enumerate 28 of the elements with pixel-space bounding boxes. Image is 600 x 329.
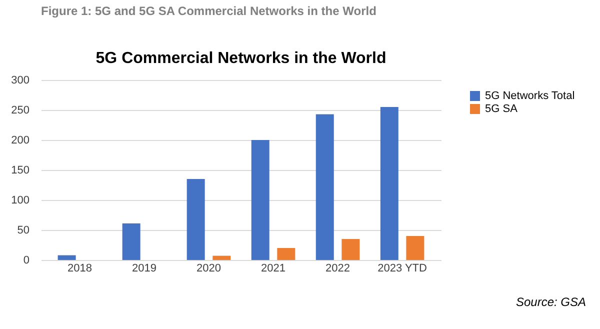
y-tick-label: 50 — [17, 224, 30, 236]
bar — [122, 223, 140, 260]
x-tick-label: 2020 — [196, 262, 221, 274]
x-tick-label: 2022 — [326, 262, 350, 274]
y-tick-label: 200 — [11, 134, 30, 146]
bar — [342, 239, 360, 260]
x-tick-label: 2019 — [132, 262, 156, 274]
y-tick-label: 100 — [11, 194, 30, 206]
x-tick-label: 2021 — [261, 262, 286, 274]
bar — [186, 179, 205, 260]
bar — [277, 248, 296, 260]
x-tick-label: 2018 — [67, 262, 92, 274]
y-tick-label: 150 — [11, 164, 30, 176]
legend-label: 5G Networks Total — [485, 90, 575, 102]
bar — [406, 236, 424, 260]
bar — [380, 107, 398, 260]
legend-label: 5G SA — [485, 103, 518, 115]
bar — [251, 140, 270, 260]
x-tick-label: 2023 YTD — [378, 262, 428, 274]
bar — [316, 114, 334, 260]
y-tick-label: 0 — [23, 254, 30, 266]
y-tick-label: 250 — [11, 104, 30, 116]
source-note: Source: GSA — [516, 295, 586, 309]
bar — [58, 255, 76, 260]
bar — [212, 256, 231, 260]
y-tick-label: 300 — [11, 74, 30, 86]
chart-title: Figure 1: 5G and 5G SA Commercial Networks in the World — [41, 4, 376, 18]
chart-subtitle: 5G Commercial Networks in the World — [96, 50, 386, 67]
